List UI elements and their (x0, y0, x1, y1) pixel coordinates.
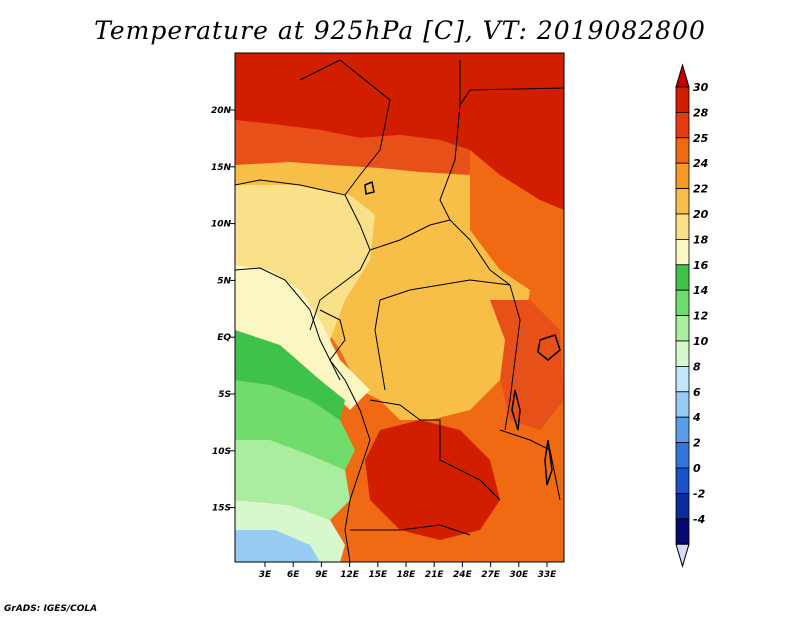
map-title: Temperature at 925hPa [C], VT: 201908280… (94, 16, 706, 45)
lat-tick-label: 15S (212, 504, 231, 514)
field-ocean-sky (235, 530, 320, 562)
latitude-axis: 20N 15N 10N 5N EQ 5S 10S 15S (211, 106, 235, 514)
border-niger-chad (235, 149, 381, 196)
colorbar-label: -4 (693, 513, 705, 526)
lakes (364, 180, 561, 486)
grads-credit: GrADS: IGES/COLA (4, 604, 98, 614)
lon-tick-label: 21E (425, 570, 445, 580)
colorbar-label: 28 (693, 106, 709, 119)
colorbar-swatch (675, 315, 690, 342)
lon-tick-label: 12E (340, 570, 360, 580)
border-egypt-sudan (459, 60, 564, 107)
lat-tick-label: 10N (211, 220, 232, 230)
lon-tick-label: 18E (397, 570, 417, 580)
field-sahel-orange (235, 120, 470, 175)
colorbar-label: 8 (693, 360, 701, 373)
lon-tick-label: 33E (538, 570, 558, 580)
colorbar-top-arrow (675, 63, 690, 88)
colorbar-bottom-arrow (675, 543, 690, 568)
colorbar-swatch (675, 365, 690, 393)
lat-tick-label: 5S (218, 390, 231, 400)
field-ocean-green (235, 330, 345, 420)
field-coast-cream (235, 265, 370, 410)
lake-tanganyika (511, 389, 521, 431)
colorbar-swatch (675, 213, 690, 240)
lat-tick-label: 20N (211, 106, 232, 116)
colorbar-label: 16 (693, 259, 709, 272)
border-drc-east (504, 284, 521, 431)
lat-tick-label: 5N (217, 276, 231, 286)
lon-tick-label: 30E (509, 570, 529, 580)
border-zambia (499, 429, 561, 501)
lake-malawi (544, 439, 553, 486)
field-north-hot (235, 53, 564, 210)
colorbar-label: 18 (693, 233, 709, 246)
lon-tick-label: 15E (368, 570, 388, 580)
colorbar-swatch (675, 112, 690, 139)
map-frame (234, 52, 565, 563)
border-drc-north (374, 299, 386, 391)
colorbar-label: 2 (693, 437, 701, 450)
border-congo-gabon (319, 309, 346, 381)
colorbar-swatch (675, 340, 690, 367)
lon-tick-label: 24E (453, 570, 473, 580)
colorbar-label: 25 (693, 132, 709, 145)
field-east-orange (490, 300, 564, 430)
colorbar-label: 30 (693, 81, 709, 94)
colorbar-swatch (675, 289, 690, 317)
colorbar-label: 12 (693, 310, 709, 323)
colorbar-swatch (675, 86, 690, 113)
lake-chad (364, 180, 375, 195)
coastline-west (235, 267, 371, 562)
field-ocean-lightgreen (235, 440, 350, 520)
colorbar-swatch (675, 391, 690, 418)
field-ocean-midgreen (235, 380, 355, 470)
colorbar-swatch (675, 238, 690, 266)
colorbar-swatch (675, 518, 690, 545)
border-libya-chad (299, 59, 391, 151)
colorbar-label: 24 (693, 157, 708, 170)
lon-tick-label: 27E (481, 570, 501, 580)
border-namibia (350, 524, 471, 536)
lat-tick-label: 15N (211, 163, 232, 173)
lat-tick-label: EQ (217, 333, 231, 343)
colorbar-swatch (675, 264, 690, 291)
colorbar-label: 4 (692, 411, 701, 424)
lake-victoria (537, 334, 561, 361)
colorbar-swatch (675, 492, 690, 520)
colorbar-label: 0 (693, 462, 701, 475)
colorbar-swatch (675, 137, 690, 164)
lon-tick-label: 3E (259, 570, 272, 580)
field-south-hot (365, 420, 500, 540)
border-angola (369, 399, 501, 501)
border-car (369, 219, 511, 301)
colorbar-label: 20 (693, 208, 709, 221)
longitude-axis: 3E 6E 9E 12E 15E 18E 21E 24E 27E 30E 33E (259, 562, 557, 580)
political-boundaries (235, 59, 564, 562)
temperature-field (235, 53, 564, 562)
colorbar-label: -2 (693, 487, 706, 500)
colorbar-swatch (675, 188, 690, 215)
colorbar-label: 6 (693, 386, 701, 399)
colorbar-swatch (675, 162, 690, 189)
lat-tick-label: 10S (212, 447, 231, 457)
colorbar-label: 14 (693, 284, 708, 297)
lon-tick-label: 6E (287, 570, 300, 580)
colorbar-label: 10 (693, 335, 709, 348)
colorbar-swatch (675, 416, 690, 444)
colorbar-swatch (675, 442, 690, 469)
lon-tick-label: 9E (315, 570, 328, 580)
colorbar-swatch (675, 467, 690, 494)
border-nigeria-cameroon (309, 194, 371, 331)
colorbar-label: 22 (693, 183, 709, 196)
